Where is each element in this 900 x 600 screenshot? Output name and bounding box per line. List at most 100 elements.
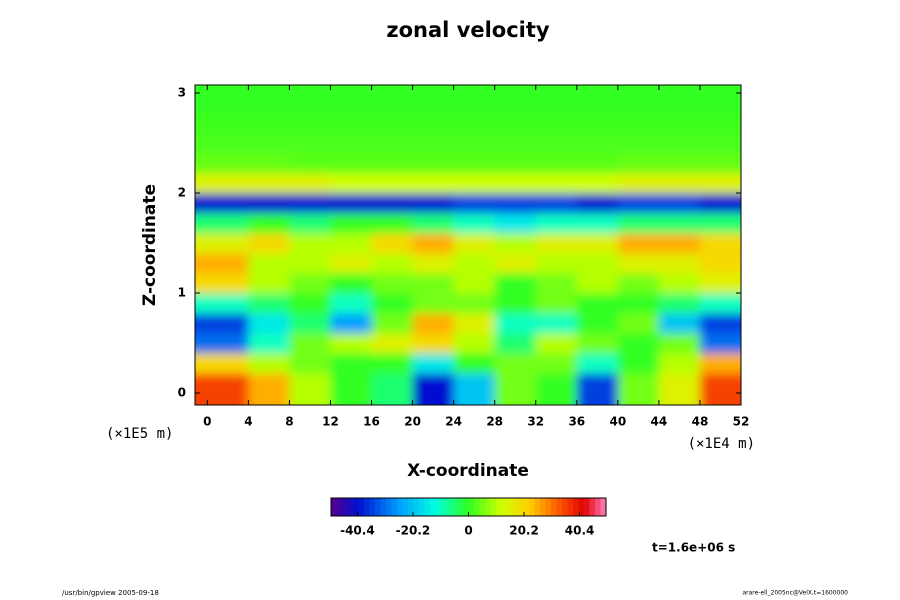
- colorbar-step: [413, 498, 420, 516]
- plot-frame: [194, 84, 742, 406]
- field-cell: [371, 213, 414, 234]
- colorbar-step: [589, 498, 596, 516]
- field-cell: [412, 313, 455, 334]
- field-cell: [576, 313, 619, 334]
- field-cell: [658, 233, 701, 254]
- field-cell: [371, 293, 414, 314]
- field-cell: [453, 233, 496, 254]
- footer-right: arare-ell_2005nc@VelX,t=1600000: [742, 590, 848, 597]
- field-cell: [412, 353, 455, 374]
- colorbar-step: [446, 498, 453, 516]
- field-cell: [617, 153, 660, 174]
- x-tick-label: 12: [322, 415, 339, 429]
- colorbar-tick-label: 40.4: [565, 524, 595, 538]
- field-cell: [494, 173, 537, 194]
- field-cell: [535, 293, 578, 314]
- field-cell: [576, 293, 619, 314]
- colorbar-step: [419, 498, 425, 516]
- field-cell: [248, 153, 290, 174]
- field-cell: [617, 113, 660, 134]
- field-cell: [617, 353, 660, 374]
- field-cell: [494, 93, 537, 114]
- field-cell: [289, 373, 331, 405]
- x-tick-label: 0: [203, 415, 211, 429]
- field-cell: [699, 313, 741, 334]
- x-tick-label: 28: [486, 415, 503, 429]
- field-cell: [617, 313, 660, 334]
- colorbar-step: [600, 498, 607, 516]
- field-cell: [494, 253, 537, 274]
- field-cell: [576, 333, 619, 354]
- field-cell: [576, 253, 619, 274]
- field-cell: [289, 273, 331, 294]
- chart-title: zonal velocity: [386, 18, 550, 42]
- field-cell: [576, 273, 619, 294]
- field-cell: [371, 113, 414, 134]
- field-cell: [453, 373, 496, 405]
- y-unit: (×1E5 m): [106, 426, 173, 442]
- field-cell: [658, 333, 701, 354]
- colorbar-step: [435, 498, 442, 516]
- field-cell: [195, 213, 249, 234]
- field-cell: [699, 293, 741, 314]
- field-cell: [699, 213, 741, 234]
- field-cell: [494, 153, 537, 174]
- field-cell: [289, 173, 331, 194]
- x-tick-label: 16: [363, 415, 380, 429]
- field-cell: [658, 85, 701, 94]
- field-cell: [494, 273, 537, 294]
- field-cell: [330, 293, 373, 314]
- field-cell: [658, 93, 701, 114]
- field-cell: [412, 253, 455, 274]
- y-axis-label: Z-coordinate: [140, 184, 160, 306]
- field-cell: [453, 133, 496, 154]
- field-cell: [494, 113, 537, 134]
- field-cell: [576, 213, 619, 234]
- colorbar-step: [578, 498, 585, 516]
- field-cell: [494, 193, 537, 214]
- field-cell: [289, 353, 331, 374]
- colorbar-step: [369, 498, 376, 516]
- field-cell: [658, 353, 701, 374]
- field-cell: [289, 85, 331, 94]
- colorbar-step: [336, 498, 343, 516]
- field-cells: [195, 85, 741, 405]
- field-cell: [535, 353, 578, 374]
- field: [195, 85, 741, 405]
- field-cell: [195, 193, 249, 214]
- colorbar-step: [534, 498, 541, 516]
- field-cell: [576, 173, 619, 194]
- field-cell: [248, 193, 290, 214]
- field-cell: [248, 273, 290, 294]
- field-cell: [576, 93, 619, 114]
- field-cell: [195, 113, 249, 134]
- field-cell: [453, 333, 496, 354]
- field-cell: [330, 153, 373, 174]
- field-cell: [330, 353, 373, 374]
- field-cell: [453, 313, 496, 334]
- field-cell: [195, 173, 249, 194]
- field-cell: [289, 313, 331, 334]
- field-cell: [658, 113, 701, 134]
- colorbar-tick-label: 20.2: [509, 524, 539, 538]
- field-cell: [535, 193, 578, 214]
- field-cell: [371, 253, 414, 274]
- field-cell: [330, 193, 373, 214]
- field-cell: [371, 273, 414, 294]
- colorbar-step: [463, 498, 469, 516]
- field-cell: [195, 293, 249, 314]
- field-cell: [289, 113, 331, 134]
- colorbar: -40.4 -20.2 0 20.2 40.4: [330, 497, 607, 538]
- field-cell: [371, 193, 414, 214]
- x-tick-label: 32: [527, 415, 544, 429]
- field-cell: [494, 293, 537, 314]
- field-cell: [617, 253, 660, 274]
- colorbar-step: [375, 498, 381, 516]
- field-cell: [535, 333, 578, 354]
- colorbar-step: [457, 498, 464, 516]
- field-cell: [248, 293, 290, 314]
- colorbar-step: [364, 498, 370, 516]
- field-cell: [535, 93, 578, 114]
- field-cell: [330, 113, 373, 134]
- field-cell: [576, 153, 619, 174]
